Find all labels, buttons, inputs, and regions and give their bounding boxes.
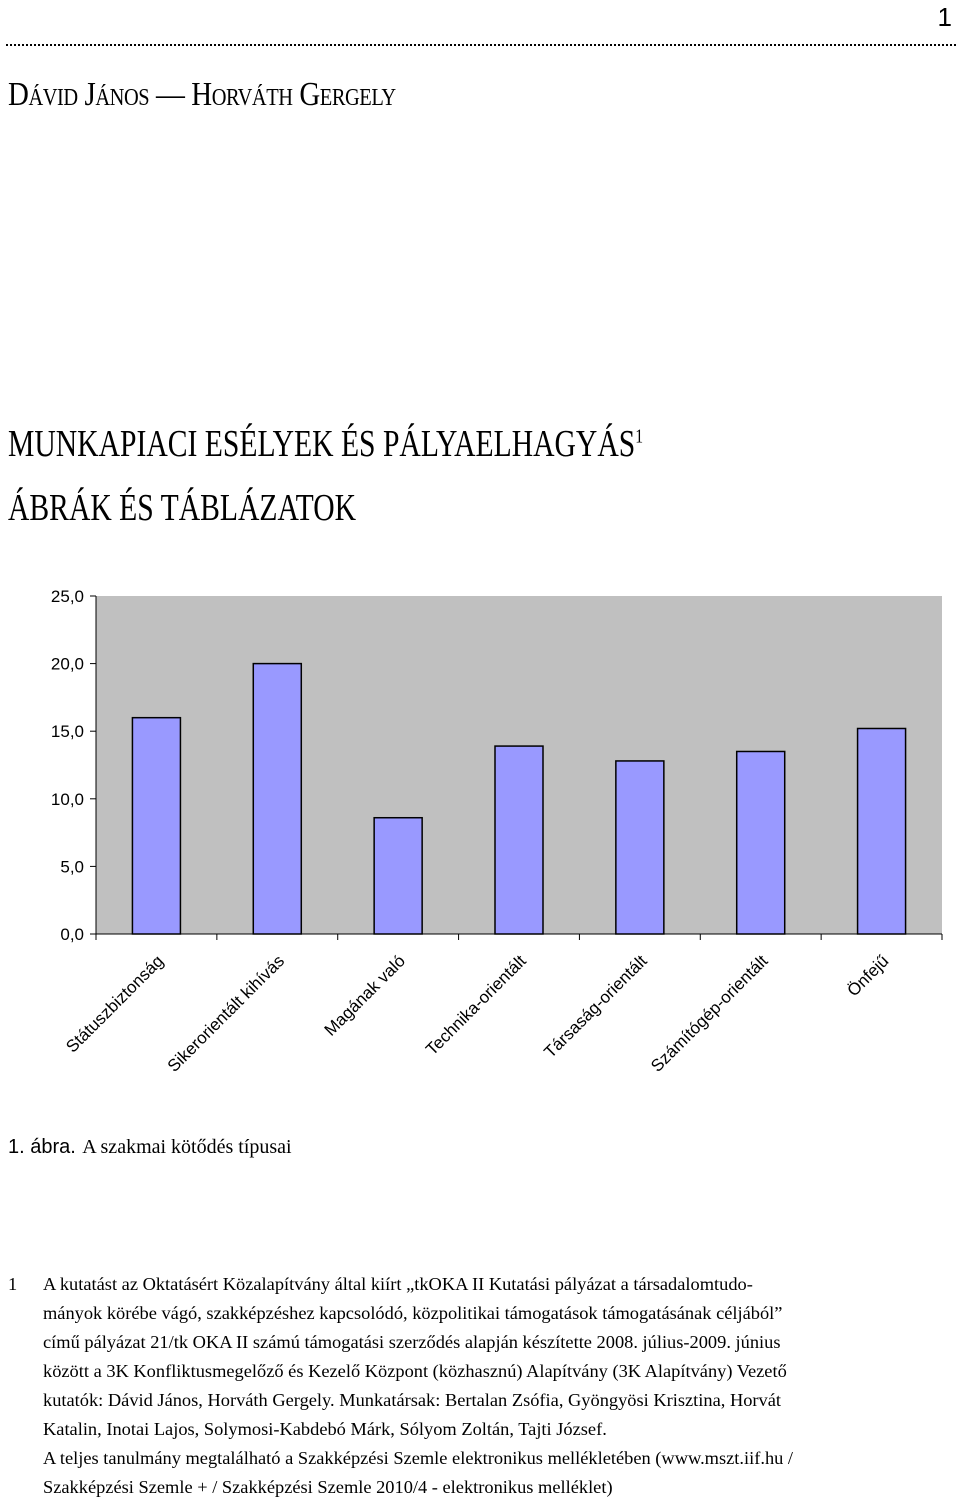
figure-caption: 1. ábra. A szakmai kötődés típusai (8, 1134, 292, 1159)
x-tick-label: Technika-orientált (422, 951, 530, 1059)
footnote-line: A teljes tanulmány megtalálható a Szakké… (43, 1448, 794, 1468)
y-tick-label: 10,0 (51, 790, 84, 809)
footnote-line: között a 3K Konfliktusmegelőző és Kezelő… (43, 1361, 787, 1381)
y-tick-label: 25,0 (51, 587, 84, 606)
footnote-line: Katalin, Inotai Lajos, Solymosi-Kabdebó … (43, 1419, 607, 1439)
footnote-line: kutatók: Dávid János, Horváth Gergely. M… (43, 1390, 782, 1410)
bar-chart: 25,0 20,0 15,0 10,0 5,0 0,0 StátuszbiztonságSi… (51, 587, 943, 1076)
page-subtitle: ÁBRÁK ÉS TÁBLÁZATOK (8, 487, 357, 529)
bar (252, 662, 303, 935)
footnote-line: Szakképzési Szemle + / Szakképzési Szeml… (43, 1477, 613, 1497)
bar (735, 750, 786, 935)
footnote-line: című pályázat 21/tk OKA II számú támogat… (43, 1332, 781, 1352)
header-dotted-rule (6, 44, 956, 46)
x-tick-label: Önfejű (844, 951, 893, 1000)
page-title: Munkapiaci esélyek és pályaelhagyás1 (8, 422, 643, 466)
y-tick-label: 20,0 (51, 655, 84, 674)
bar (373, 816, 423, 935)
y-tick-label: 0,0 (60, 925, 84, 944)
footnote-marker: 1 (8, 1274, 18, 1294)
footnote-line: A kutatást az Oktatásért Közalapítvány á… (43, 1274, 753, 1294)
x-tick-label: Számítógép-orientált (647, 951, 772, 1076)
page-number: 1 (937, 2, 952, 32)
title-text: Munkapiaci esélyek és pályaelhagyás (8, 423, 636, 465)
y-tick-label: 5,0 (60, 857, 84, 876)
bar (494, 745, 544, 935)
x-tick-label: Státuszbiztonság (62, 951, 167, 1056)
x-tick-label: Társaság-orientált (540, 951, 651, 1062)
footnote-body: A kutatást az Oktatásért Közalapítvány á… (43, 1270, 956, 1502)
x-tick-label: Sikerorientált kihívás (164, 951, 288, 1075)
bar (856, 727, 907, 935)
bar (131, 716, 182, 935)
figure-caption-text: A szakmai kötődés típusai (82, 1136, 292, 1158)
footnote: 1 A kutatást az Oktatásért Közalapítvány… (8, 1270, 956, 1502)
authors-heading: Dávid János — Horváth Gergely (8, 76, 396, 113)
footnote-line: mányok körébe vágó, szakképzéshez kapcso… (43, 1303, 783, 1323)
x-tick-label: Magának való (321, 951, 409, 1039)
figure-number: 1. ábra. (8, 1136, 76, 1158)
bar (615, 760, 665, 935)
y-tick-label: 15,0 (51, 722, 84, 741)
title-footnote-ref[interactable]: 1 (635, 425, 644, 448)
